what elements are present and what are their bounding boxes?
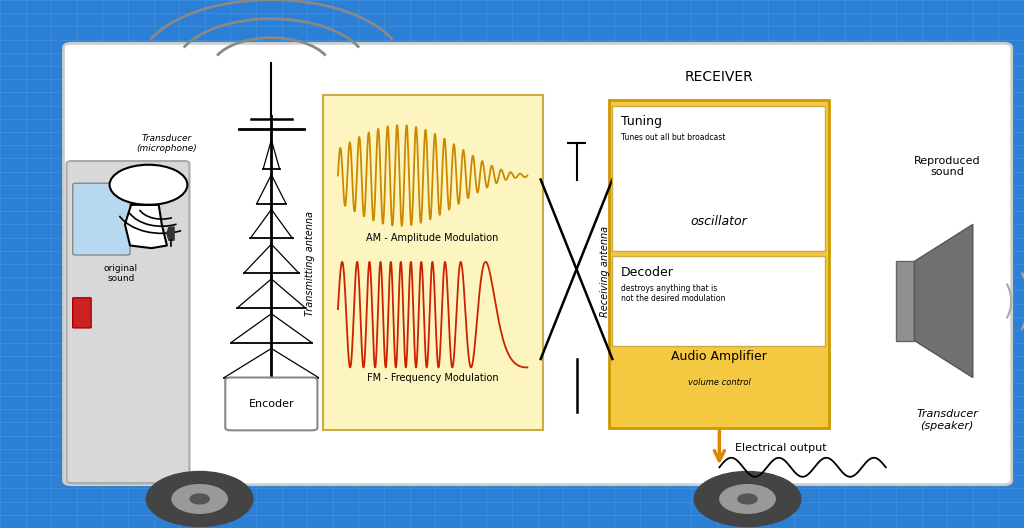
FancyBboxPatch shape xyxy=(73,183,130,255)
Text: Electrical output: Electrical output xyxy=(735,443,826,452)
Text: Transducer
(speaker): Transducer (speaker) xyxy=(916,409,978,430)
Text: RECEIVER: RECEIVER xyxy=(685,70,754,83)
Text: destroys anything that is
not the desired modulation: destroys anything that is not the desire… xyxy=(621,284,725,303)
Text: volume control: volume control xyxy=(688,378,751,388)
Circle shape xyxy=(146,472,253,526)
Text: Transmitting antenna: Transmitting antenna xyxy=(305,212,315,316)
Text: oscillator: oscillator xyxy=(690,215,748,228)
Text: original
sound: original sound xyxy=(103,264,138,284)
FancyBboxPatch shape xyxy=(63,43,1012,485)
Text: Reproduced
sound: Reproduced sound xyxy=(913,156,981,177)
Text: Audio Amplifier: Audio Amplifier xyxy=(672,350,767,363)
Text: Encoder: Encoder xyxy=(249,399,294,409)
FancyBboxPatch shape xyxy=(323,95,543,430)
Circle shape xyxy=(738,494,757,504)
Circle shape xyxy=(694,472,801,526)
Text: AM - Amplitude Modulation: AM - Amplitude Modulation xyxy=(367,232,499,242)
Text: Decoder: Decoder xyxy=(621,266,674,279)
Polygon shape xyxy=(125,205,167,248)
FancyBboxPatch shape xyxy=(73,298,91,328)
Circle shape xyxy=(190,494,209,504)
Polygon shape xyxy=(896,261,914,341)
FancyBboxPatch shape xyxy=(612,256,825,346)
Polygon shape xyxy=(914,224,973,378)
Text: Receiving antenna: Receiving antenna xyxy=(600,227,610,317)
Circle shape xyxy=(172,485,227,513)
Circle shape xyxy=(720,485,775,513)
FancyBboxPatch shape xyxy=(225,378,317,430)
Polygon shape xyxy=(167,227,174,240)
Text: FM - Frequency Modulation: FM - Frequency Modulation xyxy=(367,373,499,383)
Text: Tunes out all but broadcast: Tunes out all but broadcast xyxy=(621,133,725,142)
FancyBboxPatch shape xyxy=(609,100,829,428)
Text: Tuning: Tuning xyxy=(621,115,662,128)
FancyBboxPatch shape xyxy=(67,161,189,483)
FancyBboxPatch shape xyxy=(612,106,825,251)
Circle shape xyxy=(110,165,187,205)
Text: Transducer
(microphone): Transducer (microphone) xyxy=(136,134,198,153)
